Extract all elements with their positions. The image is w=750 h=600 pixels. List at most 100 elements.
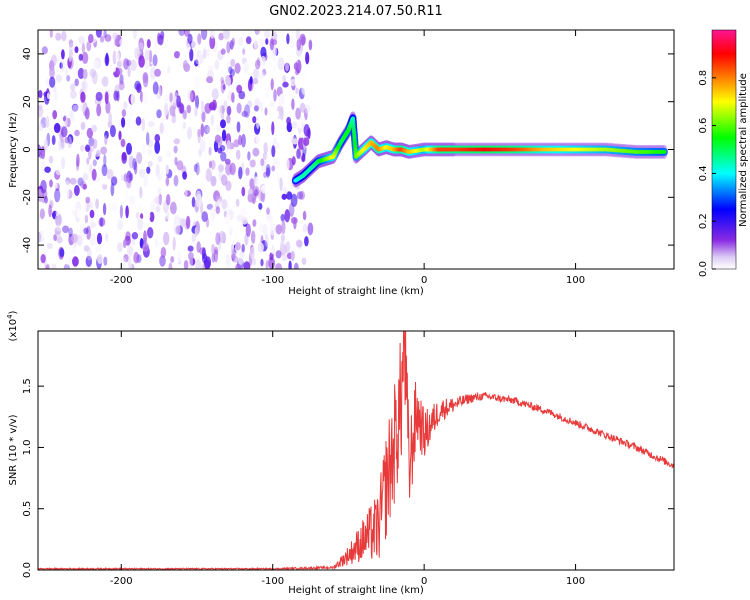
noise-blob <box>64 81 69 92</box>
noise-blob <box>67 55 74 70</box>
noise-blob <box>281 220 286 235</box>
noise-blob <box>119 99 124 110</box>
noise-blob <box>86 127 94 139</box>
noise-blob <box>215 232 221 246</box>
noise-blob <box>270 246 275 255</box>
noise-blob <box>126 117 132 129</box>
noise-blob <box>115 51 120 61</box>
noise-blob <box>142 91 148 105</box>
noise-blob <box>243 104 251 118</box>
noise-blob <box>88 33 94 44</box>
noise-blob <box>59 248 65 258</box>
noise-blob <box>155 163 160 178</box>
noise-blob <box>102 183 108 190</box>
noise-blob <box>38 260 42 269</box>
noise-blob <box>138 168 146 178</box>
noise-blob <box>123 254 129 263</box>
noise-blob <box>143 175 148 188</box>
noise-blob <box>260 46 267 59</box>
noise-blob <box>138 55 145 68</box>
noise-blob <box>138 204 143 212</box>
noise-blob <box>290 193 298 207</box>
noise-blob <box>82 183 87 190</box>
noise-blob <box>201 263 205 269</box>
noise-blob <box>245 36 252 45</box>
noise-blob <box>225 162 232 176</box>
y-tick-label: 1.0 <box>22 439 33 455</box>
noise-blob <box>226 41 231 54</box>
noise-blob <box>231 92 235 103</box>
noise-blob <box>252 78 259 85</box>
noise-blob <box>229 226 233 236</box>
noise-blob <box>276 142 281 150</box>
noise-blob <box>206 203 214 210</box>
x-tick-label: 0 <box>421 576 427 587</box>
noise-blob <box>206 126 210 134</box>
noise-blob <box>263 158 268 173</box>
noise-blob <box>72 256 79 267</box>
noise-blob <box>177 251 181 263</box>
noise-blob <box>103 154 107 168</box>
noise-blob <box>197 33 202 45</box>
noise-blob <box>75 64 79 77</box>
noise-blob <box>210 207 216 221</box>
noise-blob <box>89 68 97 78</box>
noise-blob <box>194 50 202 65</box>
noise-blob <box>91 124 97 133</box>
noise-blob <box>118 130 122 141</box>
noise-blob <box>210 175 217 187</box>
noise-blob <box>299 131 305 139</box>
noise-blob <box>42 229 50 240</box>
noise-blob <box>241 110 248 118</box>
noise-blob <box>158 34 164 46</box>
noise-blob <box>202 48 207 60</box>
noise-blob <box>208 160 213 169</box>
noise-blob <box>291 156 296 166</box>
noise-blob <box>282 186 288 195</box>
noise-blob <box>133 30 137 40</box>
noise-blob <box>66 185 70 199</box>
noise-blob <box>89 163 93 174</box>
noise-blob <box>257 242 264 253</box>
noise-blob <box>194 106 198 117</box>
noise-blob <box>82 173 89 181</box>
noise-blob <box>176 160 184 171</box>
noise-blob <box>185 215 191 229</box>
noise-blob <box>146 39 151 49</box>
noise-blob <box>195 95 199 109</box>
noise-blob <box>80 91 86 104</box>
noise-blob <box>184 188 188 198</box>
noise-blob <box>214 134 221 144</box>
noise-blob <box>227 195 231 202</box>
noise-blob <box>273 61 278 74</box>
noise-blob <box>147 139 154 148</box>
noise-blob <box>52 181 58 190</box>
noise-blob <box>74 185 80 196</box>
noise-blob <box>275 110 280 118</box>
noise-blob <box>230 58 236 67</box>
noise-blob <box>159 122 164 134</box>
noise-blob <box>68 227 73 238</box>
noise-blob <box>144 93 149 104</box>
noise-blob <box>260 55 266 67</box>
noise-blob <box>61 49 65 60</box>
noise-blob <box>135 116 142 126</box>
noise-blob <box>94 245 102 252</box>
noise-blob <box>164 94 169 102</box>
noise-blob <box>45 263 50 269</box>
noise-blob <box>166 150 172 157</box>
x-tick-label: 100 <box>566 576 585 587</box>
noise-blob <box>60 139 65 150</box>
noise-blob <box>175 254 182 264</box>
noise-blob <box>125 189 129 201</box>
noise-blob <box>306 128 311 139</box>
x-tick-label: -100 <box>261 275 284 286</box>
noise-blob <box>236 84 243 94</box>
snr-multiplier: (x104) <box>6 310 19 341</box>
spectrogram-x-ticks: -200 -100 0 100 <box>110 30 585 286</box>
noise-blob <box>146 166 151 174</box>
noise-blob <box>54 226 62 235</box>
noise-blob <box>237 255 244 265</box>
noise-blob <box>201 211 208 223</box>
noise-blob <box>81 200 88 212</box>
